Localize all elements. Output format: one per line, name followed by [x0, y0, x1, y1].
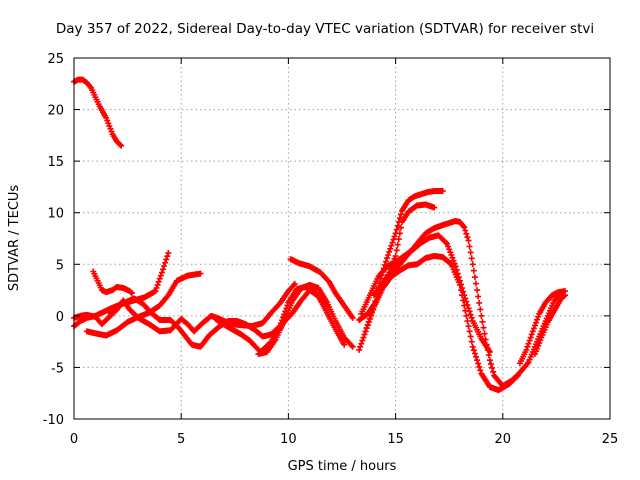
series-markers	[516, 288, 568, 367]
plot-frame	[73, 57, 611, 420]
series-track-h	[255, 281, 356, 358]
series-track-p	[531, 292, 568, 358]
y-tick-label: 5	[56, 258, 64, 273]
series-markers	[71, 76, 125, 149]
x-tick-label: 25	[602, 432, 619, 447]
series-markers	[287, 256, 356, 321]
y-tick-label: -5	[51, 361, 64, 376]
series-markers	[371, 217, 566, 389]
x-tick-label: 20	[495, 432, 512, 447]
x-axis-label: GPS time / hours	[288, 459, 397, 474]
y-tick-label: 20	[47, 104, 64, 119]
x-tick-label: 5	[177, 432, 185, 447]
series-track-n	[371, 217, 566, 389]
series-track-b	[90, 268, 135, 297]
series-track-o	[516, 288, 568, 367]
y-tick-label: 25	[47, 52, 64, 67]
y-tick-label: -10	[43, 413, 64, 428]
y-tick-label: 10	[47, 207, 64, 222]
chart-title: Day 357 of 2022, Sidereal Day-to-day VTE…	[56, 21, 594, 37]
axis-ticks: 0 5 10 15 20 25 -10 -5 0 5 10 15 20 25	[43, 52, 619, 447]
series-track-i	[287, 256, 356, 321]
series-markers	[531, 292, 568, 358]
grid-lines	[74, 58, 610, 419]
y-axis-label: SDTVAR / TECUs	[7, 185, 22, 292]
series-markers	[90, 268, 135, 297]
y-tick-label: 15	[47, 155, 64, 170]
x-tick-label: 0	[70, 432, 78, 447]
y-tick-label: 0	[56, 310, 64, 325]
x-tick-label: 15	[387, 432, 404, 447]
data-series	[71, 76, 568, 394]
series-track-m	[362, 253, 521, 394]
series-track-a	[71, 76, 125, 149]
x-tick-label: 10	[280, 432, 297, 447]
series-markers	[255, 281, 356, 358]
series-markers	[362, 253, 521, 394]
